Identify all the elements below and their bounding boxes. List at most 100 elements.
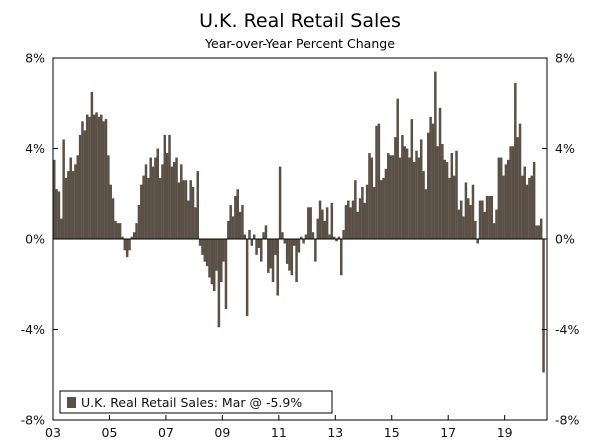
bar	[516, 137, 519, 239]
ticks-group: 8% 8%4% 4%0% 0%-4% -4%-8% -8%03 05 07 09 11 13 15 17…	[21, 51, 580, 441]
bar	[532, 162, 536, 239]
y-tick-label-left: 0%	[25, 232, 45, 247]
bar	[518, 123, 522, 239]
bar	[53, 159, 56, 239]
chart-subtitle: Year-over-Year Percent Change	[204, 36, 395, 51]
bar	[92, 114, 96, 239]
bar	[231, 216, 235, 240]
bar	[361, 186, 364, 239]
bar	[452, 175, 456, 239]
bar	[502, 175, 505, 239]
bar	[281, 232, 284, 239]
bar	[457, 209, 461, 239]
legend-swatch	[67, 397, 76, 408]
bar	[471, 184, 475, 239]
bar	[297, 239, 301, 253]
bar	[351, 200, 355, 239]
x-tick-label: 09	[214, 425, 230, 440]
bar	[158, 177, 162, 239]
bar	[264, 225, 268, 239]
bar	[379, 180, 383, 239]
bar	[405, 148, 409, 239]
bar	[523, 166, 526, 239]
bar	[309, 207, 312, 239]
bar	[257, 239, 261, 249]
bar	[483, 211, 486, 239]
bar	[396, 98, 399, 239]
bar	[274, 239, 277, 255]
bar	[304, 234, 308, 239]
bar	[234, 196, 237, 239]
bar	[116, 223, 120, 239]
bar	[260, 239, 263, 262]
bar	[203, 239, 207, 262]
bar	[128, 239, 131, 251]
y-tick-label-right: -4%	[555, 322, 579, 337]
bar	[328, 234, 331, 239]
bar	[438, 107, 442, 239]
bar	[459, 200, 463, 239]
bar	[135, 223, 138, 239]
bar	[71, 171, 75, 240]
y-tick-label-right: 8%	[555, 51, 575, 66]
bar	[81, 121, 84, 239]
bar	[377, 123, 381, 239]
bar	[191, 186, 195, 239]
bar	[521, 175, 524, 239]
bar	[262, 232, 265, 239]
y-tick-label-left: 8%	[25, 51, 45, 66]
bar	[321, 209, 324, 239]
bar	[278, 166, 282, 239]
bar	[441, 143, 444, 239]
bar	[535, 225, 538, 239]
bar	[271, 239, 275, 282]
bar	[492, 223, 496, 239]
bar	[224, 239, 228, 310]
bar	[229, 205, 232, 239]
bar	[445, 162, 449, 239]
bar	[488, 196, 491, 239]
bar	[88, 116, 91, 239]
bar	[121, 236, 124, 239]
x-tick-label: 03	[45, 425, 61, 440]
bar	[408, 157, 411, 239]
bar	[469, 205, 472, 239]
x-tick-label: 19	[497, 425, 513, 440]
bar	[422, 171, 425, 240]
bar	[60, 218, 63, 239]
bar	[111, 198, 115, 239]
bar	[201, 239, 204, 255]
bar	[64, 177, 68, 239]
bar	[339, 239, 343, 276]
legend-label: U.K. Real Retail Sales: Mar @ -5.9%	[81, 395, 302, 410]
bar	[248, 229, 251, 239]
y-tick-label-left: 4%	[25, 141, 45, 156]
bar	[90, 91, 94, 239]
bar	[154, 157, 157, 239]
bar	[375, 125, 378, 240]
bars-group	[53, 71, 545, 373]
bar	[443, 159, 446, 239]
x-tick-label: 05	[102, 425, 118, 440]
bar	[198, 239, 202, 246]
y-tick-label-left: -8%	[21, 413, 45, 428]
bar	[194, 207, 197, 239]
bar	[325, 207, 329, 239]
bar	[318, 200, 322, 239]
bar	[184, 180, 188, 239]
bar	[401, 134, 404, 239]
bar	[450, 153, 454, 239]
bar	[464, 182, 468, 239]
bar	[83, 130, 87, 239]
bar	[107, 155, 110, 239]
bar	[151, 166, 155, 239]
bar	[368, 153, 371, 239]
bar	[97, 116, 101, 239]
bar	[356, 211, 359, 239]
bar	[349, 207, 352, 239]
bar	[255, 239, 258, 255]
bar	[382, 177, 385, 239]
bar	[478, 200, 482, 239]
bar	[252, 234, 256, 239]
bar	[69, 157, 72, 239]
